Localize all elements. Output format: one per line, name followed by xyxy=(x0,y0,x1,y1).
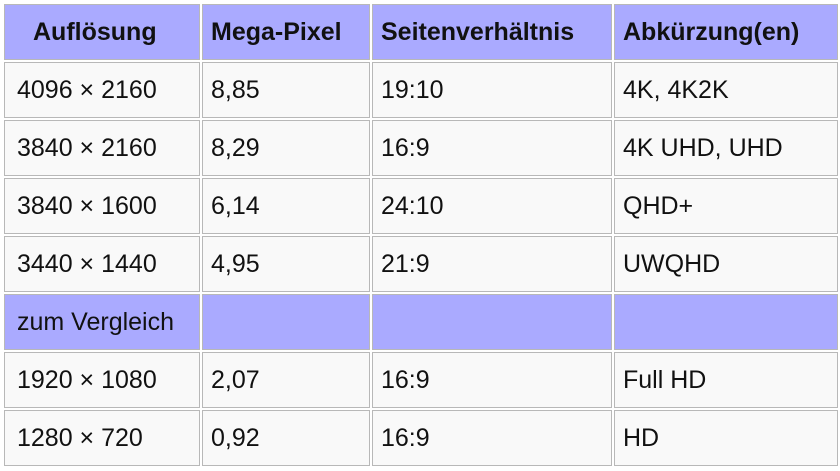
table-body: 4096 × 2160 8,85 19:10 4K, 4K2K 3840 × 2… xyxy=(4,62,838,466)
table-row: 3440 × 1440 4,95 21:9 UWQHD xyxy=(4,236,838,292)
cell-resolution: 1920 × 1080 xyxy=(4,352,200,408)
cell-aspect-ratio: 16:9 xyxy=(372,120,612,176)
header-aspect-ratio: Seitenverhältnis xyxy=(372,4,612,60)
header-abbreviation: Abkürzung(en) xyxy=(614,4,838,60)
header-megapixel: Mega-Pixel xyxy=(202,4,370,60)
cell-aspect-ratio: 19:10 xyxy=(372,62,612,118)
cell-resolution: 1280 × 720 xyxy=(4,410,200,466)
cell-resolution: 3840 × 2160 xyxy=(4,120,200,176)
cell-resolution: 3440 × 1440 xyxy=(4,236,200,292)
cell-megapixel: 8,29 xyxy=(202,120,370,176)
cell-abbreviation: UWQHD xyxy=(614,236,838,292)
header-resolution: Auflösung xyxy=(4,4,200,60)
table-row: 3840 × 2160 8,29 16:9 4K UHD, UHD xyxy=(4,120,838,176)
cell-abbreviation: HD xyxy=(614,410,838,466)
comparison-section-label: zum Vergleich xyxy=(4,294,200,350)
table-row: 1280 × 720 0,92 16:9 HD xyxy=(4,410,838,466)
cell-resolution: 4096 × 2160 xyxy=(4,62,200,118)
table-header: Auflösung Mega-Pixel Seitenverhältnis Ab… xyxy=(4,4,838,60)
cell-abbreviation: Full HD xyxy=(614,352,838,408)
cell-megapixel: 8,85 xyxy=(202,62,370,118)
cell-megapixel: 4,95 xyxy=(202,236,370,292)
table-row: 4096 × 2160 8,85 19:10 4K, 4K2K xyxy=(4,62,838,118)
comparison-section-empty-cell xyxy=(372,294,612,350)
cell-aspect-ratio: 21:9 xyxy=(372,236,612,292)
comparison-section-row: zum Vergleich xyxy=(4,294,838,350)
cell-megapixel: 2,07 xyxy=(202,352,370,408)
cell-aspect-ratio: 16:9 xyxy=(372,410,612,466)
cell-resolution: 3840 × 1600 xyxy=(4,178,200,234)
cell-aspect-ratio: 24:10 xyxy=(372,178,612,234)
cell-megapixel: 6,14 xyxy=(202,178,370,234)
header-row: Auflösung Mega-Pixel Seitenverhältnis Ab… xyxy=(4,4,838,60)
comparison-section-empty-cell xyxy=(614,294,838,350)
cell-abbreviation: 4K, 4K2K xyxy=(614,62,838,118)
table-row: 3840 × 1600 6,14 24:10 QHD+ xyxy=(4,178,838,234)
cell-megapixel: 0,92 xyxy=(202,410,370,466)
cell-abbreviation: 4K UHD, UHD xyxy=(614,120,838,176)
cell-abbreviation: QHD+ xyxy=(614,178,838,234)
cell-aspect-ratio: 16:9 xyxy=(372,352,612,408)
table-row: 1920 × 1080 2,07 16:9 Full HD xyxy=(4,352,838,408)
comparison-section-empty-cell xyxy=(202,294,370,350)
